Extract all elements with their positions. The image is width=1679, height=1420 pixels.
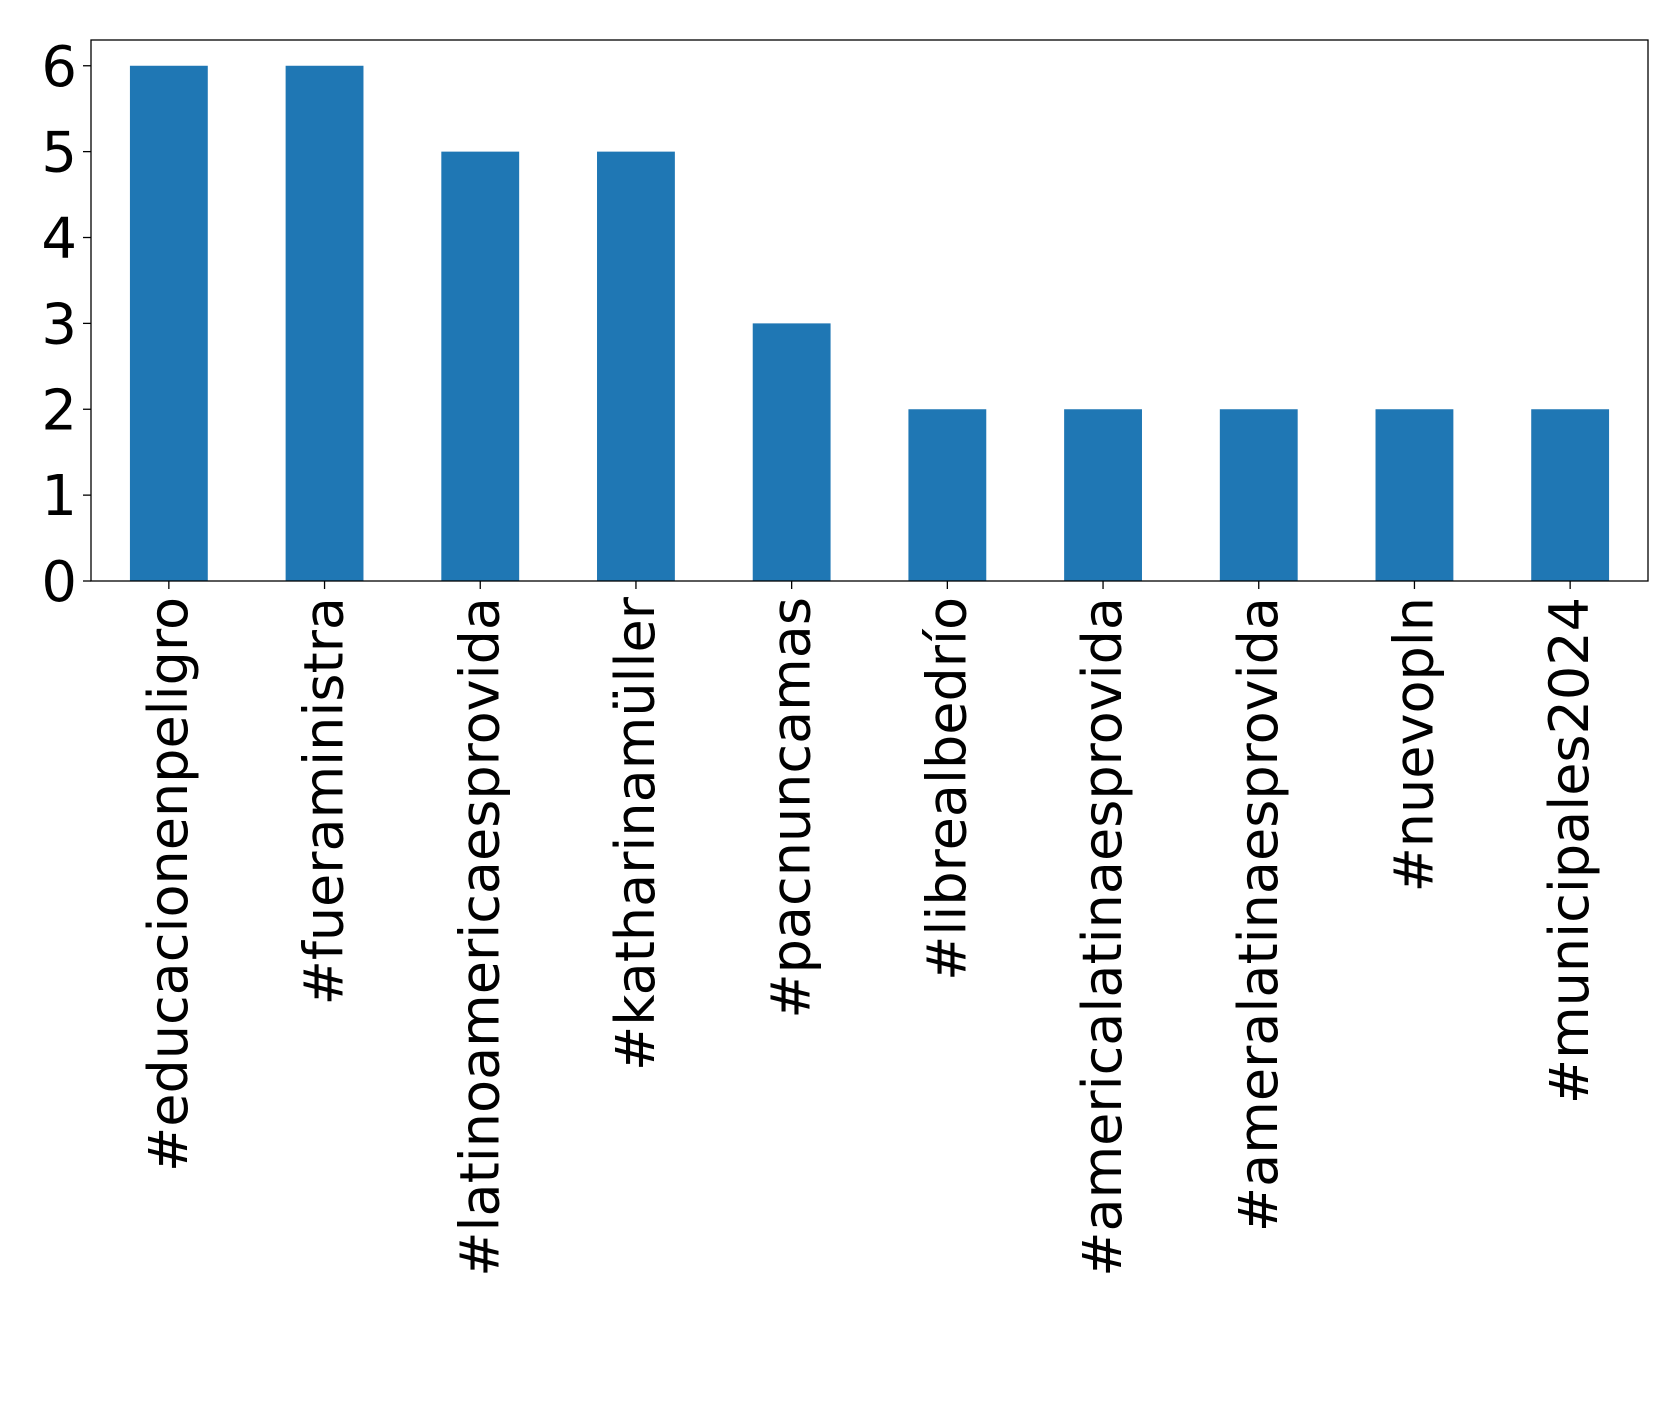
x-tick-label-4: #pacnuncamas: [760, 597, 823, 1019]
bars-layer: [129, 65, 1610, 581]
x-tick-label-0: #educacionenpeligro: [137, 597, 200, 1172]
bar-3: [597, 151, 675, 581]
x-tick-label-6: #americalatinaesprovida: [1071, 597, 1134, 1277]
bar-6: [1064, 409, 1142, 581]
x-tick-label-7: #ameralatinaesprovida: [1227, 597, 1290, 1232]
y-tick-label-2: 2: [41, 378, 77, 443]
x-tick-label-5: #librealbedrío: [915, 597, 978, 981]
bar-4: [752, 323, 831, 581]
x-axis: #educacionenpeligro #fueraministra #latino…: [137, 581, 1601, 1277]
y-axis: 0 1 2 3 4 5 6: [41, 35, 91, 615]
x-tick-label-2: #latinoamericaesprovida: [448, 597, 511, 1277]
bar-5: [908, 409, 987, 581]
y-tick-label-0: 0: [41, 550, 77, 615]
y-tick-label-5: 5: [41, 121, 77, 186]
y-tick-label-6: 6: [41, 35, 77, 100]
y-tick-label-4: 4: [41, 207, 77, 272]
x-tick-label-9: #municipales2024: [1538, 597, 1601, 1104]
x-tick-label-8: #nuevopln: [1382, 597, 1445, 892]
bar-7: [1219, 409, 1298, 581]
bar-1: [285, 65, 364, 581]
plot-frame: [90, 39, 1649, 582]
x-tick-label-1: #fueraministra: [293, 597, 356, 1005]
bar-2: [441, 151, 520, 581]
x-tick-label-3: #katharinamüller: [604, 596, 667, 1071]
y-tick-label-3: 3: [41, 292, 77, 357]
bar-9: [1531, 409, 1610, 581]
bar-8: [1375, 409, 1454, 581]
bar-0: [129, 65, 208, 581]
y-tick-label-1: 1: [41, 464, 77, 529]
